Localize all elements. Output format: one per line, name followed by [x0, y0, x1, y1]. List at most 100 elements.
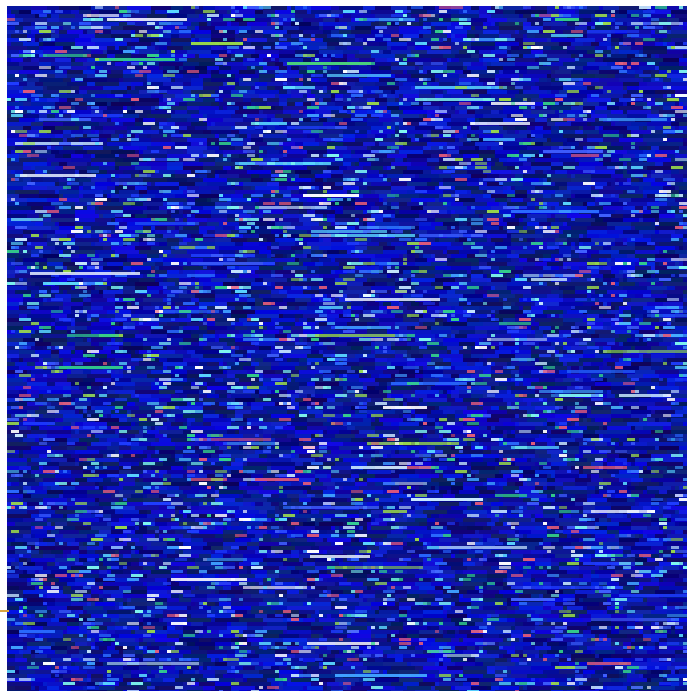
pixel-streak: [363, 346, 379, 350]
pixel-streak: [151, 110, 175, 114]
pixel-streak: [355, 150, 375, 154]
pixel-streak: [559, 126, 579, 130]
pixel-streak: [507, 222, 519, 226]
pixel-streak: [347, 322, 367, 326]
pixel-streak: [39, 78, 63, 82]
pixel-streak: [471, 42, 495, 46]
pixel-streak: [511, 234, 523, 238]
pixel-streak: [235, 298, 247, 302]
pixel-streak: [571, 246, 575, 250]
pixel-streak: [11, 210, 35, 214]
pixel-streak: [367, 394, 387, 398]
pixel-streak: [419, 6, 435, 10]
pixel-streak: [607, 74, 615, 78]
pixel-streak: [271, 242, 279, 246]
pixel-streak: [675, 154, 687, 158]
pixel-streak: [215, 390, 231, 394]
pixel-streak: [63, 362, 71, 366]
pixel-streak: [259, 378, 271, 382]
pixel-streak: [243, 234, 259, 238]
pixel-streak: [591, 174, 611, 178]
pixel-streak: [407, 402, 419, 406]
pixel-streak: [231, 230, 239, 234]
pixel-streak: [199, 26, 215, 30]
pixel-streak: [671, 122, 679, 126]
pixel-streak: [287, 378, 291, 382]
pixel-streak: [231, 238, 247, 242]
pixel-streak: [451, 118, 467, 122]
pixel-streak: [107, 102, 111, 106]
pixel-streak: [63, 10, 71, 14]
pixel-streak: [7, 38, 27, 42]
pixel-streak: [179, 230, 199, 234]
pixel-streak: [143, 66, 159, 70]
pixel-streak: [543, 98, 559, 102]
pixel-streak: [479, 126, 503, 130]
pixel-streak: [107, 358, 115, 362]
pixel-streak: [651, 146, 659, 150]
pixel-streak: [227, 106, 239, 110]
pixel-streak: [7, 230, 23, 234]
pixel-streak: [639, 42, 655, 46]
pixel-streak: [455, 258, 479, 262]
pixel-streak: [471, 194, 483, 198]
pixel-streak: [187, 58, 211, 62]
pixel-streak: [291, 194, 311, 198]
pixel-streak: [219, 6, 235, 10]
pixel-streak: [59, 358, 63, 362]
pixel-streak: [119, 254, 127, 258]
pixel-streak: [75, 218, 95, 222]
pixel-streak: [587, 226, 607, 230]
pixel-streak: [611, 110, 623, 114]
pixel-streak: [675, 42, 687, 46]
pixel-streak: [187, 106, 199, 110]
pixel-streak: [527, 214, 547, 218]
pixel-streak: [267, 126, 275, 130]
pixel-streak: [607, 62, 619, 66]
pixel-streak: [7, 386, 15, 390]
pixel-streak: [123, 78, 147, 82]
pixel-streak: [7, 278, 19, 282]
pixel-streak: [191, 330, 207, 334]
pixel-streak: [67, 186, 79, 190]
pixel-streak: [175, 10, 195, 14]
pixel-streak: [87, 30, 95, 34]
pixel-streak: [7, 306, 19, 310]
pixel-streak: [451, 22, 463, 26]
pixel-streak: [71, 306, 83, 310]
pixel-streak: [279, 50, 295, 54]
pixel-streak: [615, 338, 627, 342]
pixel-streak: [675, 102, 679, 106]
pixel-streak: [519, 306, 523, 310]
pixel-streak: [203, 98, 215, 102]
pixel-streak: [251, 174, 259, 178]
pixel-streak: [643, 78, 651, 82]
pixel-streak: [139, 150, 143, 154]
pixel-streak: [195, 214, 211, 218]
pixel-streak: [151, 266, 155, 270]
pixel-streak: [559, 350, 563, 354]
pixel-streak: [607, 262, 615, 266]
pixel-streak: [519, 350, 531, 354]
pixel-streak: [535, 366, 547, 370]
pixel-streak: [355, 190, 371, 194]
pixel-streak: [475, 134, 479, 138]
pixel-streak: [243, 94, 259, 98]
pixel-streak: [599, 18, 615, 22]
pixel-streak: [523, 270, 539, 274]
pixel-streak: [123, 286, 135, 290]
pixel-streak: [75, 166, 87, 170]
pixel-streak: [7, 298, 23, 302]
pixel-streak: [571, 106, 583, 110]
pixel-streak: [191, 334, 199, 338]
pixel-streak: [171, 394, 179, 398]
pixel-streak: [515, 226, 523, 230]
pixel-streak: [663, 138, 683, 142]
pixel-streak: [23, 338, 43, 342]
pixel-streak: [51, 218, 75, 222]
pixel-streak: [7, 126, 23, 130]
pixel-streak: [439, 82, 455, 86]
pixel-streak: [7, 186, 23, 190]
pixel-streak: [335, 210, 343, 214]
pixel-streak: [303, 102, 311, 106]
